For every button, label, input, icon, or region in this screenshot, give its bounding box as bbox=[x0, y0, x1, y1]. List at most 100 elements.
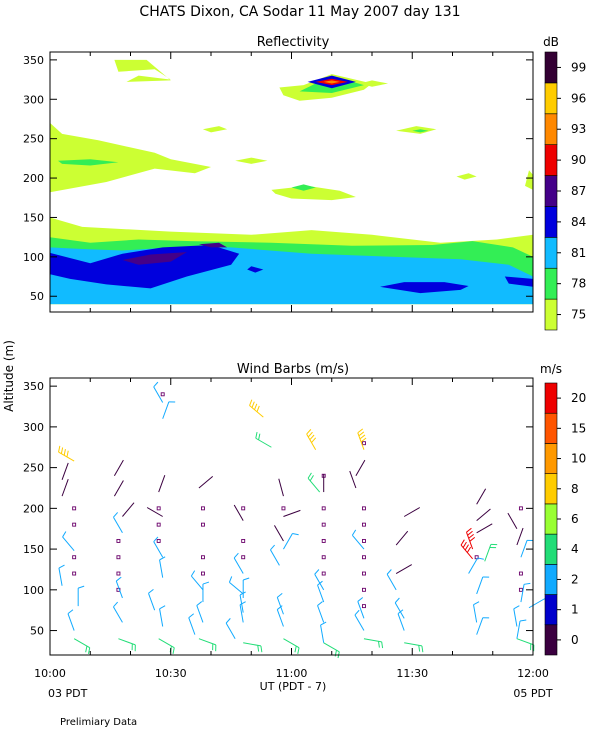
wind-barb-shaft bbox=[118, 638, 136, 646]
wind-barb-feather bbox=[243, 577, 250, 581]
wind-barb-shaft bbox=[148, 593, 156, 611]
wind-barb-shaft bbox=[320, 624, 325, 643]
wind-barb-feather bbox=[172, 647, 175, 655]
wind-barb-shaft bbox=[516, 527, 524, 546]
wind-barb-shaft bbox=[528, 598, 545, 609]
wind-barb-shaft bbox=[468, 557, 479, 574]
wind-barb-shaft bbox=[233, 504, 244, 521]
wind-barb-feather bbox=[228, 576, 233, 583]
wind-barb-shaft bbox=[158, 638, 175, 649]
wind-barb-shaft bbox=[355, 459, 366, 477]
wind-barb-shaft bbox=[62, 536, 75, 552]
x-tick-label: 10:30 bbox=[155, 667, 187, 680]
wind-barb-feather bbox=[357, 428, 364, 434]
reflectivity-region-10 bbox=[114, 59, 171, 82]
wind-barb-shaft bbox=[249, 405, 264, 418]
wind-colorbar-swatch-4 bbox=[544, 503, 558, 535]
reflectivity-region-4 bbox=[122, 252, 187, 265]
wind-barb-feather bbox=[239, 601, 246, 606]
wind-barb-feather bbox=[148, 588, 154, 594]
refl-ytick-label: 350 bbox=[23, 54, 44, 67]
reflectivity-axes: 50 100 150 200 250 300 350 bbox=[23, 51, 534, 313]
reflectivity-region-22 bbox=[412, 129, 429, 133]
wind-barb-feather bbox=[67, 609, 74, 615]
wind-barb-feather bbox=[466, 527, 472, 533]
wind-barb-shaft bbox=[122, 502, 135, 517]
reflectivity-colorbar-swatch-3 bbox=[544, 206, 558, 238]
calm-marker bbox=[156, 506, 161, 511]
wind-barb-feather bbox=[190, 570, 196, 577]
wind-barb-shaft bbox=[283, 638, 300, 649]
wind-barb-feather bbox=[115, 576, 122, 582]
wind-barb-shaft bbox=[61, 462, 69, 481]
calm-marker bbox=[321, 555, 326, 560]
wind-barb-feather bbox=[357, 597, 364, 602]
wind-barb-feather bbox=[477, 557, 484, 560]
wind-barb-shaft bbox=[386, 573, 397, 591]
wind-barb-feather bbox=[309, 434, 315, 441]
y-axis-label: Altitude (m) bbox=[2, 340, 16, 412]
wind-barb-feather bbox=[354, 609, 360, 616]
wind-barb-feather bbox=[519, 619, 527, 622]
wind-colorbar-swatch-3 bbox=[544, 533, 558, 565]
wind-barb-shaft bbox=[113, 480, 124, 497]
wind-barb-feather bbox=[297, 647, 300, 655]
refl-ytick-label: 150 bbox=[23, 211, 44, 224]
refl-ytick-label: 200 bbox=[23, 172, 44, 185]
wind-barb-feather bbox=[66, 450, 69, 458]
wind-barb-feather bbox=[153, 381, 159, 388]
wind-colorbar-label: 20 bbox=[571, 391, 586, 405]
wind-barb-feather bbox=[309, 475, 314, 482]
wind-colorbar-swatch-1 bbox=[544, 594, 558, 626]
reflectivity-region-6 bbox=[247, 266, 264, 273]
wind-barb-feather bbox=[306, 429, 312, 435]
wind-barb-shaft bbox=[397, 613, 405, 631]
reflectivity-colorbar-swatch-0 bbox=[544, 298, 558, 331]
wind-barb-feather bbox=[317, 580, 323, 586]
x-tick-label: 12:00 bbox=[517, 667, 549, 680]
calm-marker bbox=[200, 571, 205, 576]
wind-colorbar-label: 0 bbox=[571, 633, 579, 647]
wind-barb-shaft bbox=[317, 584, 325, 603]
calm-marker bbox=[72, 555, 77, 560]
wind-barb-feather bbox=[58, 445, 61, 453]
calm-marker bbox=[518, 571, 523, 576]
reflectivity-colorbar-label: 90 bbox=[571, 153, 586, 167]
wind-colorbar-label: 15 bbox=[571, 421, 586, 435]
wind-barb-feather bbox=[320, 621, 327, 626]
wind-barb-shaft bbox=[473, 604, 478, 623]
wind-barb-shaft bbox=[306, 433, 317, 450]
wind-barb-shaft bbox=[314, 573, 325, 591]
wind-barb-feather bbox=[62, 531, 67, 538]
wind-colorbar-swatch-7 bbox=[544, 412, 558, 444]
wind-ytick-label: 350 bbox=[23, 380, 44, 393]
x-tick-label: 11:00 bbox=[276, 667, 308, 680]
wind-barb-shaft bbox=[58, 451, 75, 462]
reflectivity-colorbar: 75 78 81 84 87 90 93 96 99 bbox=[544, 51, 586, 331]
wind-barb-shaft bbox=[307, 477, 321, 493]
calm-marker bbox=[116, 538, 121, 543]
wind-colorbar-unit: m/s bbox=[540, 362, 562, 376]
wind-barb-feather bbox=[381, 641, 384, 649]
reflectivity-region-13 bbox=[235, 157, 268, 164]
wind-barb-shaft bbox=[516, 638, 534, 646]
wind-ytick-label: 300 bbox=[23, 421, 44, 434]
wind-barb-feather bbox=[469, 536, 476, 542]
wind-barb-feather bbox=[254, 403, 258, 410]
wind-barb-feather bbox=[251, 401, 255, 408]
calm-marker bbox=[72, 522, 77, 527]
refl-ytick-label: 300 bbox=[23, 93, 44, 106]
wind-barb-feather bbox=[462, 541, 467, 548]
wind-barb-feather bbox=[276, 593, 283, 598]
wind-barb-shaft bbox=[233, 557, 244, 574]
reflectivity-region-12 bbox=[271, 185, 356, 201]
wind-barb-shaft bbox=[113, 459, 124, 477]
calm-marker bbox=[321, 538, 326, 543]
wind-barb-shaft bbox=[476, 576, 484, 595]
wind-barb-feather bbox=[255, 431, 258, 439]
wind-barb-feather bbox=[360, 437, 367, 443]
calm-marker bbox=[362, 441, 366, 446]
wind-barb-feather bbox=[113, 601, 119, 608]
wind-barb-shaft bbox=[190, 575, 204, 591]
wind-barb-feather bbox=[464, 544, 469, 551]
